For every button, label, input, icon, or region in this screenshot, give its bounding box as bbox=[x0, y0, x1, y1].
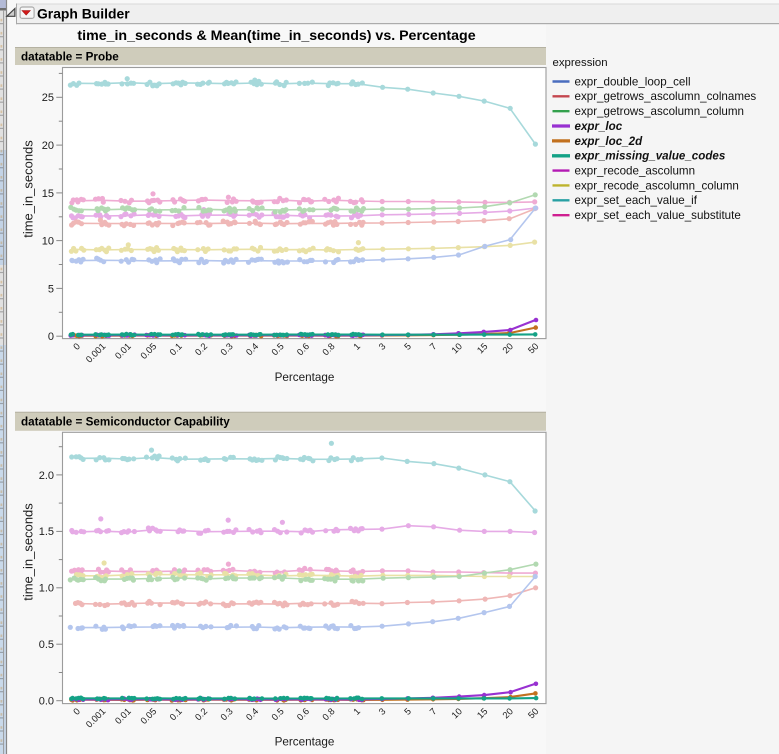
svg-text:expr_getrows_ascolumn_colnames: expr_getrows_ascolumn_colnames bbox=[575, 90, 757, 103]
svg-text:7: 7 bbox=[428, 341, 439, 352]
svg-text:expr_getrows_ascolumn_column: expr_getrows_ascolumn_column bbox=[575, 105, 745, 118]
svg-text:15: 15 bbox=[42, 188, 54, 200]
svg-text:2.0: 2.0 bbox=[39, 470, 54, 482]
svg-text:expr_double_loop_cell: expr_double_loop_cell bbox=[575, 75, 691, 88]
svg-text:7: 7 bbox=[428, 706, 439, 717]
svg-text:Percentage: Percentage bbox=[275, 736, 335, 749]
svg-text:expr_set_each_value_if: expr_set_each_value_if bbox=[575, 194, 698, 207]
svg-text:0: 0 bbox=[71, 706, 82, 717]
svg-text:expr_loc: expr_loc bbox=[575, 120, 623, 133]
svg-text:expr_missing_value_codes: expr_missing_value_codes bbox=[575, 150, 726, 163]
svg-text:0.5: 0.5 bbox=[39, 639, 54, 651]
svg-text:time_in_seconds & Mean(time_in: time_in_seconds & Mean(time_in_seconds) … bbox=[77, 28, 475, 44]
svg-text:time_in_seconds: time_in_seconds bbox=[20, 503, 35, 601]
svg-text:datatable = Semiconductor Capa: datatable = Semiconductor Capability bbox=[21, 416, 230, 429]
svg-text:10: 10 bbox=[42, 236, 54, 248]
svg-text:expr_recode_ascolumn_column: expr_recode_ascolumn_column bbox=[575, 179, 739, 192]
svg-text:20: 20 bbox=[42, 140, 54, 152]
svg-text:time_in_seconds: time_in_seconds bbox=[20, 140, 35, 238]
svg-text:1: 1 bbox=[351, 706, 362, 717]
svg-text:0.0: 0.0 bbox=[39, 696, 54, 708]
svg-text:expr_set_each_value_substitute: expr_set_each_value_substitute bbox=[575, 209, 741, 222]
svg-text:0: 0 bbox=[48, 331, 54, 343]
svg-text:5: 5 bbox=[48, 283, 54, 295]
svg-text:1.0: 1.0 bbox=[39, 583, 54, 595]
svg-text:expr_recode_ascolumn: expr_recode_ascolumn bbox=[575, 165, 696, 178]
svg-text:expr_loc_2d: expr_loc_2d bbox=[575, 135, 644, 148]
svg-text:1.5: 1.5 bbox=[39, 526, 54, 538]
svg-text:3: 3 bbox=[377, 341, 388, 352]
svg-text:expression: expression bbox=[553, 57, 608, 69]
svg-text:5: 5 bbox=[402, 341, 413, 352]
svg-text:Percentage: Percentage bbox=[275, 371, 335, 384]
svg-text:datatable = Probe: datatable = Probe bbox=[21, 50, 119, 63]
svg-text:0: 0 bbox=[71, 341, 82, 352]
svg-text:25: 25 bbox=[42, 92, 54, 104]
svg-text:Graph Builder: Graph Builder bbox=[37, 6, 130, 22]
svg-text:3: 3 bbox=[377, 706, 388, 717]
svg-text:5: 5 bbox=[402, 706, 413, 717]
svg-text:1: 1 bbox=[351, 341, 362, 352]
